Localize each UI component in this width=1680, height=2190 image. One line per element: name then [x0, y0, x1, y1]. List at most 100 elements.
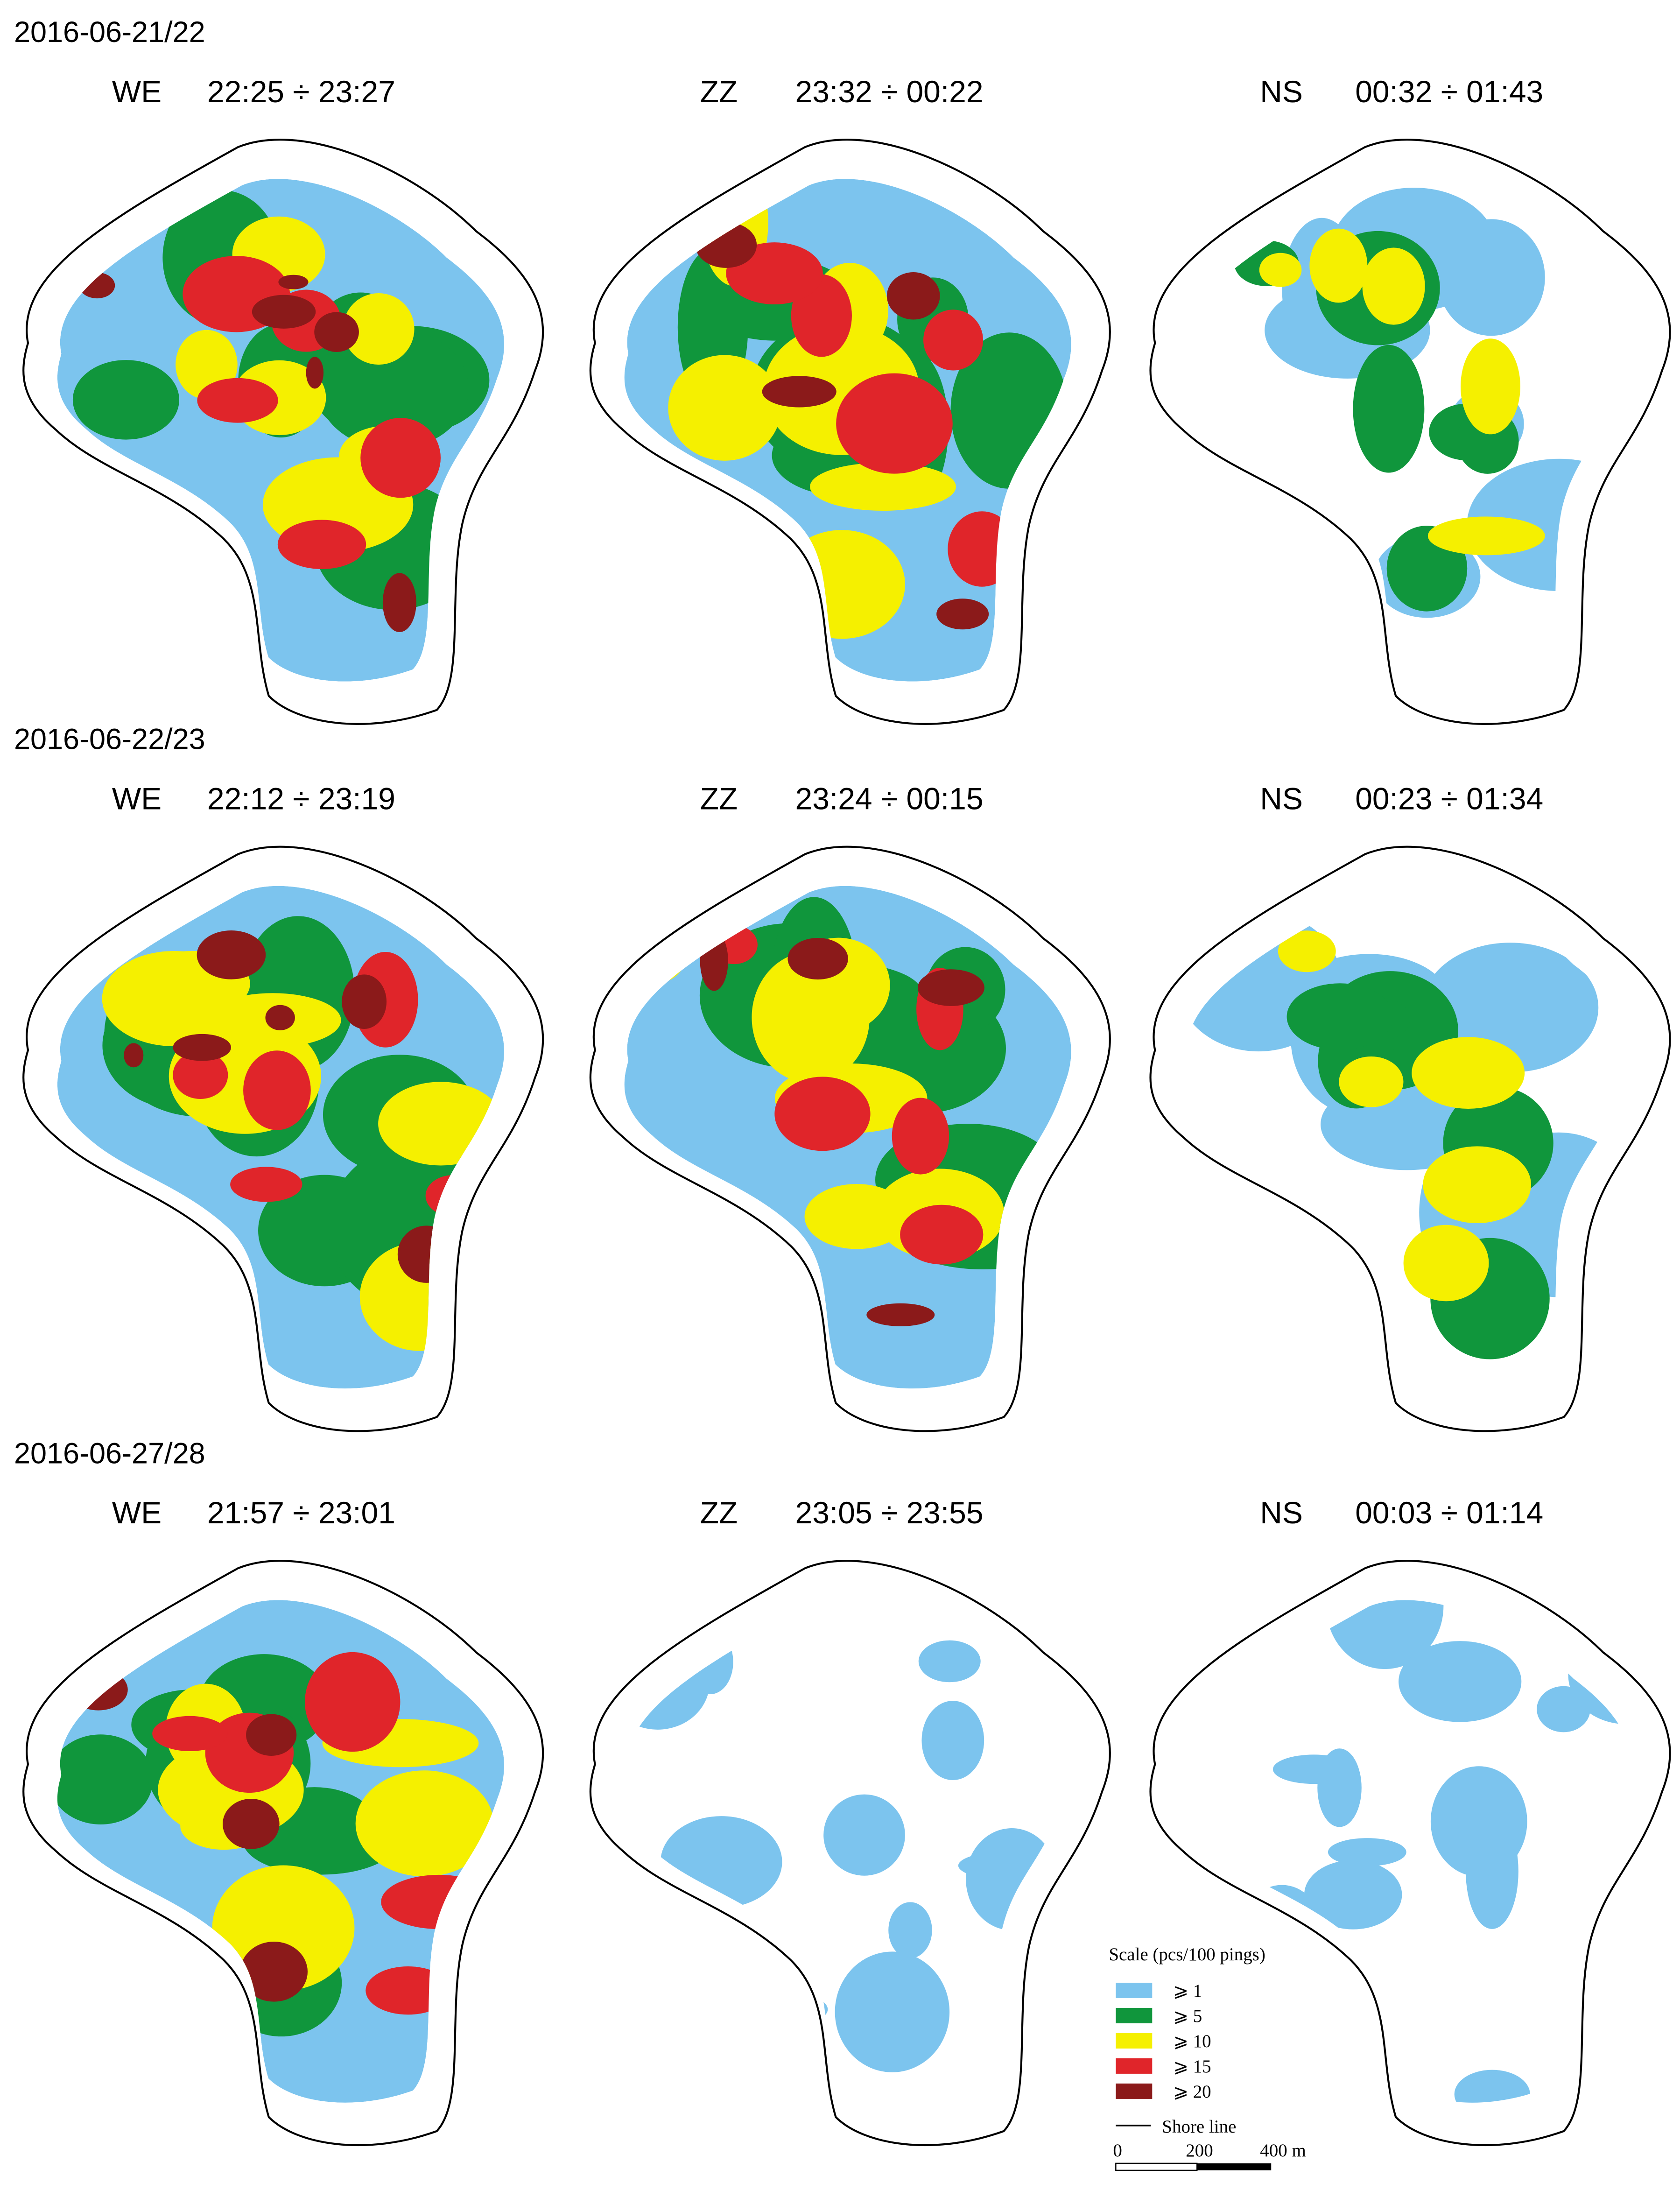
density-area — [317, 328, 469, 450]
density-area — [306, 357, 324, 389]
density-area — [1399, 1641, 1522, 1722]
density-area — [752, 951, 870, 1083]
density-layers — [1234, 187, 1631, 618]
density-layers — [624, 886, 1071, 1389]
density-area — [152, 1716, 228, 1752]
density-area — [1412, 1037, 1525, 1109]
density-area — [787, 938, 848, 980]
density-area — [1304, 1860, 1402, 1929]
density-area — [624, 1867, 630, 1919]
density-area — [1099, 1759, 1175, 1799]
scale-bar-white — [1115, 2162, 1198, 2171]
density-area — [1427, 516, 1545, 556]
density-area — [230, 1167, 302, 1202]
density-area — [1278, 930, 1336, 972]
legend-swatch — [1116, 1982, 1153, 1998]
legend-title: Scale (pcs/100 pings) — [1109, 1944, 1265, 1965]
density-area — [1461, 338, 1520, 435]
density-area — [1339, 1056, 1404, 1107]
panel-time: 23:24 ÷ 00:15 — [795, 782, 984, 816]
density-area — [381, 1874, 497, 1929]
legend-swatch — [1116, 2007, 1153, 2023]
panel-direction: WE — [112, 1495, 162, 1530]
density-area — [366, 1966, 451, 2015]
density-area — [397, 1225, 456, 1283]
density-area — [762, 376, 836, 408]
density-area — [252, 295, 316, 329]
density-area — [1353, 345, 1425, 473]
density-area — [57, 1734, 153, 1824]
lake-map — [1149, 139, 1671, 725]
panel-time: 00:03 ÷ 01:14 — [1355, 1495, 1543, 1530]
panel-direction: WE — [112, 782, 162, 816]
scale-label: 0 — [1113, 2141, 1122, 2161]
density-area — [360, 418, 441, 498]
density-area — [886, 272, 940, 320]
shore-line — [589, 139, 1111, 725]
panel-direction: ZZ — [700, 1495, 738, 1530]
panel-direction: ZZ — [700, 74, 738, 109]
density-area — [173, 1051, 228, 1099]
density-area — [695, 222, 757, 268]
density-area — [343, 293, 415, 365]
legend-label: ⩾ 15 — [1173, 2056, 1211, 2077]
density-layers — [1099, 1600, 1631, 2103]
panel-direction: NS — [1260, 1495, 1303, 1530]
legend-swatch — [1116, 2033, 1153, 2049]
density-area — [240, 1941, 308, 2002]
density-area — [1309, 228, 1368, 303]
lake-map — [589, 1560, 1111, 2147]
lake-map — [22, 139, 544, 725]
density-area — [888, 1902, 932, 1958]
scale-label: 400 m — [1260, 2141, 1306, 2161]
density-area — [810, 462, 956, 511]
density-area — [936, 599, 989, 630]
density-area — [382, 573, 416, 633]
legend-swatch — [1116, 2058, 1153, 2074]
lake-map — [22, 845, 544, 1432]
density-area — [1454, 2070, 1530, 2103]
density-area — [305, 1652, 401, 1752]
density-area — [661, 1816, 782, 1908]
density-area — [1328, 1838, 1406, 1866]
density-area — [277, 520, 366, 570]
density-layers — [1184, 911, 1631, 1359]
density-area — [624, 1635, 710, 1730]
shore-line — [589, 845, 1111, 1432]
shore-line — [22, 139, 544, 725]
density-layers — [624, 1630, 1064, 2072]
shore-line — [22, 1560, 544, 2147]
density-area — [1568, 1626, 1631, 1725]
density-area — [69, 1669, 128, 1711]
density-area — [892, 1098, 949, 1175]
density-layers — [57, 179, 504, 682]
panel-direction: NS — [1260, 782, 1303, 816]
density-area — [1286, 983, 1393, 1050]
density-area — [342, 974, 387, 1029]
density-area — [1326, 1600, 1444, 1669]
density-area — [918, 1640, 981, 1683]
lake-map — [1099, 1560, 1671, 2147]
legend-label: ⩾ 1 — [1173, 1981, 1202, 2001]
density-area — [668, 355, 781, 461]
density-area — [314, 312, 359, 352]
density-area — [835, 1951, 950, 2072]
density-area — [1259, 253, 1302, 287]
density-area — [627, 886, 693, 982]
density-layers — [624, 179, 1071, 682]
density-layers — [57, 1600, 504, 2103]
density-area — [124, 1043, 144, 1068]
density-area — [265, 1005, 295, 1030]
density-area — [222, 1798, 280, 1849]
panel-time: 23:32 ÷ 00:22 — [795, 74, 984, 109]
density-area — [917, 969, 984, 1006]
legend-label: ⩾ 20 — [1173, 2082, 1211, 2102]
shore-line — [1149, 1560, 1671, 2147]
lake-map — [589, 139, 1111, 725]
panel-direction: ZZ — [700, 782, 738, 816]
lake-map — [22, 1560, 544, 2147]
density-area — [425, 1175, 481, 1217]
row-date: 2016-06-22/23 — [14, 723, 205, 756]
density-area — [1430, 1766, 1527, 1877]
